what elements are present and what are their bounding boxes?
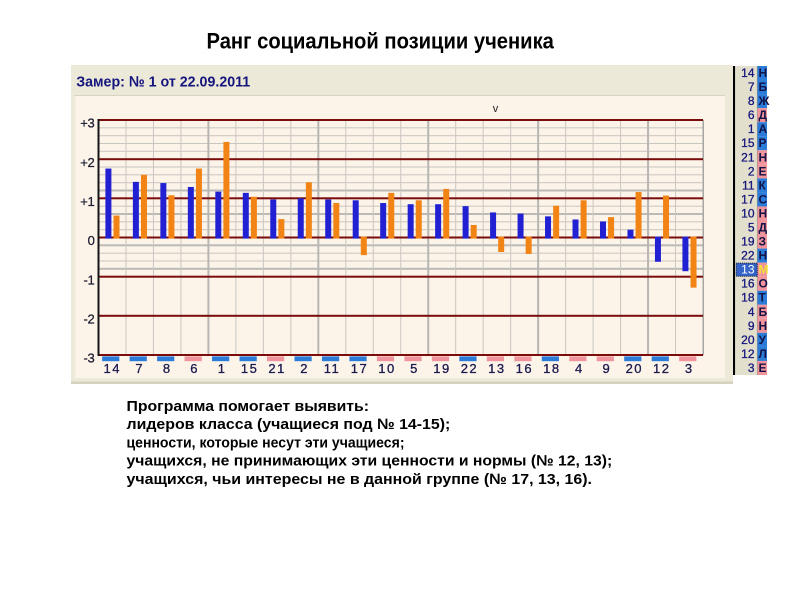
- svg-text:-1: -1: [84, 272, 95, 287]
- svg-text:Н: Н: [759, 150, 768, 164]
- svg-text:5: 5: [410, 361, 419, 376]
- svg-text:2: 2: [300, 361, 309, 376]
- svg-text:Б: Б: [759, 80, 768, 94]
- svg-text:-3: -3: [84, 351, 95, 366]
- svg-text:К: К: [759, 178, 767, 192]
- svg-text:20: 20: [741, 333, 755, 347]
- svg-text:0: 0: [88, 233, 95, 248]
- svg-text:15: 15: [241, 361, 258, 376]
- svg-text:19: 19: [741, 235, 755, 249]
- svg-text:20: 20: [626, 361, 643, 376]
- svg-text:12: 12: [741, 347, 755, 361]
- svg-text:17: 17: [741, 192, 755, 206]
- svg-text:А: А: [759, 122, 768, 136]
- svg-text:12: 12: [653, 361, 670, 376]
- svg-text:Н: Н: [759, 206, 768, 220]
- svg-text:21: 21: [741, 150, 755, 164]
- svg-text:17: 17: [351, 361, 368, 376]
- svg-text:М: М: [759, 263, 769, 277]
- svg-text:Замер: № 1 от 22.09.2011: Замер: № 1 от 22.09.2011: [76, 74, 250, 91]
- svg-text:1: 1: [748, 122, 755, 136]
- svg-text:9: 9: [602, 361, 611, 376]
- svg-text:11: 11: [742, 178, 755, 192]
- svg-text:16: 16: [516, 361, 533, 376]
- svg-text:+2: +2: [80, 155, 94, 170]
- svg-text:14: 14: [741, 66, 755, 80]
- svg-text:22: 22: [461, 361, 478, 376]
- svg-text:22: 22: [741, 249, 755, 263]
- svg-text:+3: +3: [80, 116, 94, 131]
- svg-text:4: 4: [748, 305, 755, 319]
- svg-text:5: 5: [748, 221, 755, 235]
- svg-text:15: 15: [741, 136, 755, 150]
- svg-text:учащихся, не принимающих эти ц: учащихся, не принимающих эти ценности и …: [127, 453, 613, 470]
- svg-text:Н: Н: [759, 319, 768, 333]
- svg-text:Б: Б: [759, 305, 768, 319]
- svg-text:Д: Д: [759, 108, 768, 122]
- svg-text:18: 18: [741, 291, 755, 305]
- svg-text:3: 3: [748, 361, 755, 375]
- svg-text:Л: Л: [759, 347, 767, 361]
- svg-text:З: З: [759, 235, 767, 249]
- svg-text:1: 1: [218, 361, 227, 376]
- svg-text:С: С: [759, 192, 768, 206]
- svg-text:Р: Р: [759, 136, 767, 150]
- svg-text:19: 19: [433, 361, 450, 376]
- svg-text:16: 16: [741, 277, 755, 291]
- svg-text:Н: Н: [759, 249, 768, 263]
- svg-text:8: 8: [163, 361, 172, 376]
- svg-text:4: 4: [575, 361, 584, 376]
- svg-text:+1: +1: [80, 194, 94, 209]
- svg-text:3: 3: [685, 361, 694, 376]
- svg-text:8: 8: [748, 94, 755, 108]
- svg-text:У: У: [759, 333, 767, 347]
- svg-text:Д: Д: [759, 221, 768, 235]
- svg-text:13: 13: [741, 263, 755, 277]
- svg-text:Ранг социальной позиции ученик: Ранг социальной позиции ученика: [207, 29, 555, 54]
- svg-text:21: 21: [268, 361, 285, 376]
- svg-text:Ж: Ж: [758, 94, 770, 108]
- svg-text:Е: Е: [759, 164, 767, 178]
- svg-text:6: 6: [190, 361, 199, 376]
- svg-text:14: 14: [104, 361, 121, 376]
- svg-text:13: 13: [488, 361, 505, 376]
- svg-text:Е: Е: [759, 361, 767, 375]
- svg-text:О: О: [759, 277, 768, 291]
- svg-text:ценности, которые несут эти уч: ценности, которые несут эти учащиеся;: [127, 434, 405, 451]
- svg-text:7: 7: [748, 80, 755, 94]
- svg-text:-2: -2: [84, 311, 95, 326]
- svg-text:Т: Т: [759, 291, 767, 305]
- svg-text:7: 7: [135, 361, 144, 376]
- svg-text:6: 6: [748, 108, 755, 122]
- svg-text:учащихся, чьи интересы не в да: учащихся, чьи интересы не в данной групп…: [127, 471, 593, 488]
- svg-text:Н: Н: [759, 66, 768, 80]
- svg-text:v: v: [493, 103, 499, 115]
- svg-text:Программа помогает выявить:: Программа помогает выявить:: [127, 398, 370, 415]
- svg-text:9: 9: [748, 319, 755, 333]
- svg-text:18: 18: [543, 361, 560, 376]
- svg-text:11: 11: [324, 361, 341, 376]
- svg-text:лидеров класса (учащиеся под №: лидеров класса (учащиеся под № 14-15);: [127, 416, 451, 433]
- svg-text:10: 10: [741, 206, 755, 220]
- svg-text:10: 10: [378, 361, 395, 376]
- svg-text:2: 2: [748, 164, 755, 178]
